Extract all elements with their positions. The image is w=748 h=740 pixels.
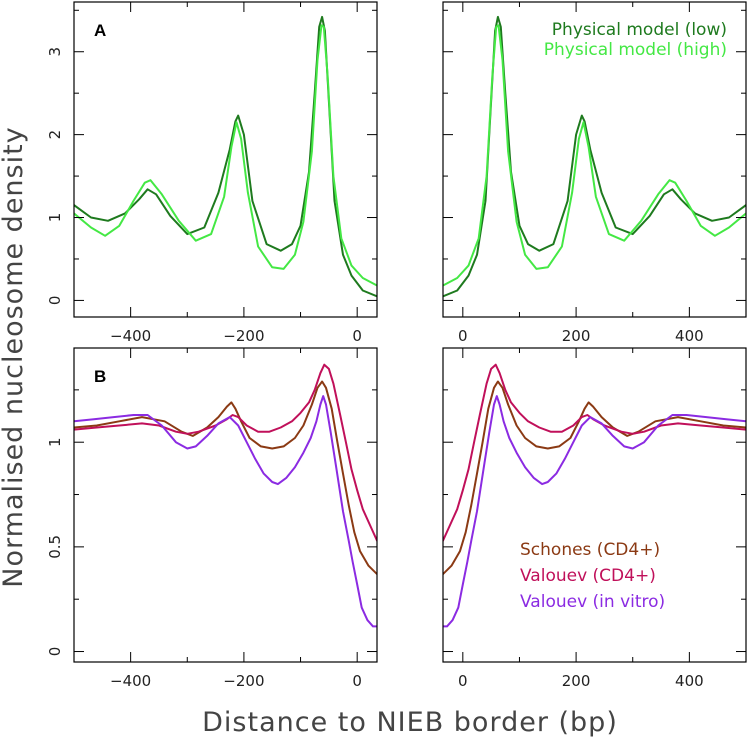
series-line-b-left-0 bbox=[74, 380, 377, 576]
legend-entry-b-2: Valouev (in vitro) bbox=[520, 592, 665, 612]
y-tick-label-b-2: 1 bbox=[46, 437, 64, 447]
plot-frame-a-right bbox=[442, 1, 747, 318]
x-tick-label-b-right-2: 400 bbox=[675, 672, 704, 690]
x-tick-label-a-right-2: 400 bbox=[675, 327, 704, 345]
series-line-a-right-1 bbox=[443, 24, 746, 287]
x-tick-label-a-right-0: 0 bbox=[458, 327, 468, 345]
charts: −400 −200 0 0 1 2 3 0 200 400 A Physical model (low… bbox=[46, 1, 747, 690]
series-line-a-left-1 bbox=[74, 24, 377, 287]
series-line-b-left-1 bbox=[74, 363, 377, 542]
plot-frame-b-right bbox=[442, 347, 747, 663]
y-tick-label-a-3: 3 bbox=[46, 47, 64, 57]
plot-frame-b-left bbox=[73, 347, 378, 663]
x-tick-label-b-left-2: 0 bbox=[352, 672, 362, 690]
y-tick-label-a-0: 0 bbox=[46, 296, 64, 306]
legend-entry-b-1: Valouev (CD4+) bbox=[520, 566, 656, 586]
series-line-b-right-1 bbox=[443, 363, 746, 542]
legend-entry-b-0: Schones (CD4+) bbox=[520, 540, 660, 560]
y-tick-label-a-2: 2 bbox=[46, 130, 64, 140]
x-tick-label-b-left-1: −200 bbox=[223, 672, 264, 690]
x-tick-label-b-right-1: 200 bbox=[562, 672, 591, 690]
x-tick-label-b-right-0: 0 bbox=[458, 672, 468, 690]
series-line-b-right-0 bbox=[443, 380, 746, 576]
panel-a: −400 −200 0 0 1 2 3 0 200 400 A Physical model (low… bbox=[46, 1, 747, 345]
x-tick-label-a-right-1: 200 bbox=[562, 327, 591, 345]
legend-entry-a-1: Physical model (high) bbox=[544, 40, 727, 60]
plot-frame-a-left bbox=[73, 1, 378, 318]
y-tick-label-b-1: 0.5 bbox=[46, 535, 64, 559]
x-tick-label-a-left-2: 0 bbox=[352, 327, 362, 345]
x-axis-label: Distance to NIEB border (bp) bbox=[202, 707, 618, 738]
x-tick-label-a-left-0: −400 bbox=[110, 327, 151, 345]
panel-b: −400 −200 0 0 0.5 1 0 200 400 B Schones (CD4+) Valo… bbox=[46, 347, 747, 690]
x-tick-label-b-left-0: −400 bbox=[110, 672, 151, 690]
series-line-b-left-2 bbox=[74, 395, 377, 628]
legend-entry-a-0: Physical model (low) bbox=[552, 20, 727, 40]
y-tick-label-b-0: 0 bbox=[46, 647, 64, 657]
panel-label-b: B bbox=[94, 367, 106, 386]
panel-label-a: A bbox=[94, 21, 106, 40]
y-tick-label-a-1: 1 bbox=[46, 213, 64, 223]
series-line-b-right-2 bbox=[443, 395, 746, 628]
x-tick-label-a-left-1: −200 bbox=[223, 327, 264, 345]
y-axis-label: Normalised nucleosome density bbox=[0, 126, 29, 587]
